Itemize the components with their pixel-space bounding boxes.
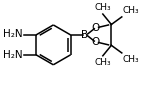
Text: H₂N: H₂N <box>3 29 23 39</box>
Text: B: B <box>81 30 88 40</box>
Text: O: O <box>91 37 99 47</box>
Text: O: O <box>91 23 99 33</box>
Text: H₂N: H₂N <box>3 50 23 60</box>
Text: CH₃: CH₃ <box>95 3 111 12</box>
Text: CH₃: CH₃ <box>95 58 111 67</box>
Text: CH₃: CH₃ <box>123 55 139 64</box>
Text: CH₃: CH₃ <box>123 6 139 15</box>
